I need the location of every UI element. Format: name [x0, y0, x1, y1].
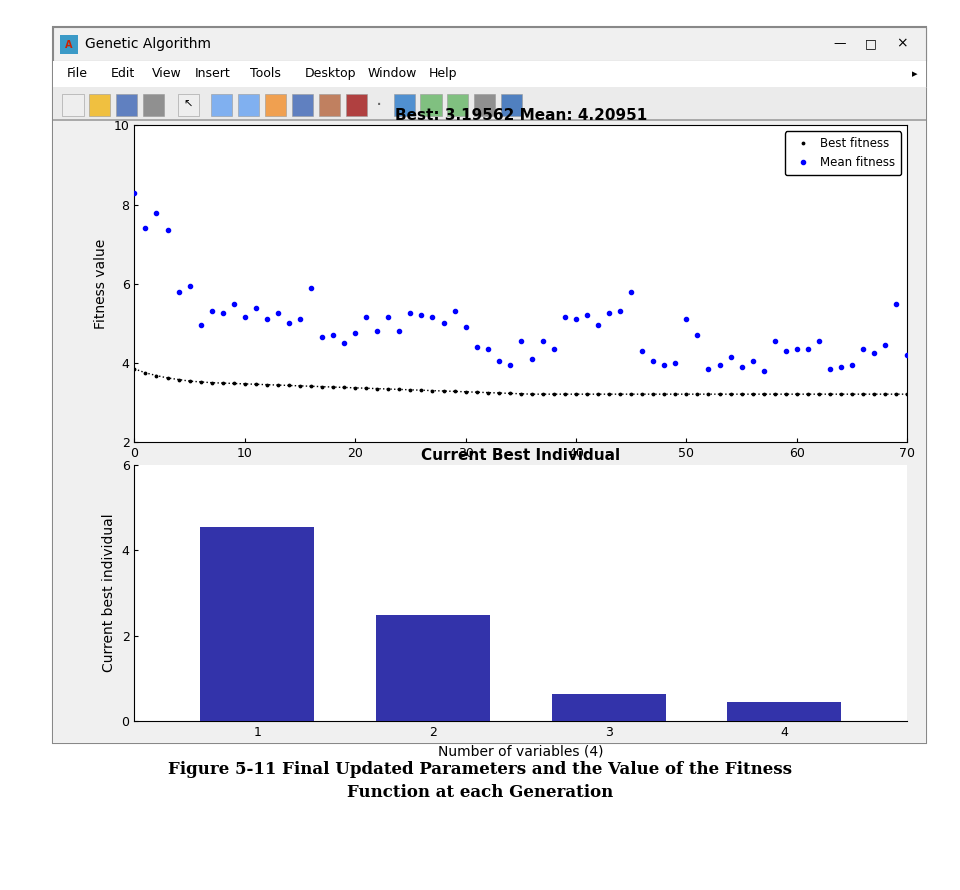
Mean fitness: [758, 366, 770, 376]
Bar: [238, 94, 259, 116]
Bar: [53, 87, 926, 121]
Bar: [116, 94, 137, 116]
Best fitness: [151, 370, 162, 381]
Best fitness: [526, 389, 538, 400]
Text: Help: Help: [429, 68, 458, 80]
Bar: [178, 94, 199, 116]
Text: A: A: [65, 39, 73, 50]
Bar: [53, 121, 926, 743]
Text: Function at each Generation: Function at each Generation: [347, 783, 613, 801]
Bar: [89, 94, 110, 116]
Mean fitness: [151, 207, 162, 218]
Bar: [53, 27, 926, 61]
Mean fitness: [592, 320, 604, 331]
Best fitness: [725, 389, 736, 400]
Bar: [143, 94, 164, 116]
Mean fitness: [901, 350, 913, 360]
Y-axis label: Fitness value: Fitness value: [94, 239, 108, 329]
Bar: [376, 615, 490, 721]
Mean fitness: [504, 360, 516, 370]
Text: —: —: [833, 37, 847, 50]
Text: Desktop: Desktop: [304, 68, 356, 80]
Bar: [211, 94, 232, 116]
Best fitness: [901, 389, 913, 400]
Y-axis label: Current best individual: Current best individual: [102, 514, 116, 672]
Best fitness: [504, 388, 516, 399]
Best fitness: [868, 389, 879, 400]
Bar: [552, 694, 665, 721]
Legend: Best fitness, Mean fitness: Best fitness, Mean fitness: [785, 132, 901, 175]
Mean fitness: [129, 188, 140, 198]
Best fitness: [349, 383, 361, 393]
Bar: [53, 119, 926, 121]
Bar: [292, 94, 313, 116]
Text: View: View: [152, 68, 181, 80]
Text: ↖: ↖: [183, 100, 193, 110]
Bar: [346, 94, 367, 116]
Text: Genetic Algorithm: Genetic Algorithm: [85, 36, 211, 51]
Bar: [53, 61, 926, 87]
Best fitness: [129, 363, 140, 374]
Bar: [420, 94, 442, 116]
Text: Figure 5-11 Final Updated Parameters and the Value of the Fitness: Figure 5-11 Final Updated Parameters and…: [168, 761, 792, 779]
Text: ×: ×: [897, 36, 908, 51]
Bar: [201, 527, 315, 721]
Bar: [447, 94, 468, 116]
Mean fitness: [349, 328, 361, 338]
Mean fitness: [713, 360, 726, 370]
Bar: [60, 35, 78, 54]
Title: Best: 3.19562 Mean: 4.20951: Best: 3.19562 Mean: 4.20951: [395, 108, 647, 123]
Bar: [265, 94, 286, 116]
Text: Tools: Tools: [250, 68, 280, 80]
Bar: [501, 94, 522, 116]
Text: Window: Window: [368, 68, 417, 80]
Bar: [474, 94, 495, 116]
Bar: [394, 94, 415, 116]
Bar: [319, 94, 340, 116]
Text: □: □: [865, 37, 876, 50]
Line: Mean fitness: Mean fitness: [131, 189, 911, 375]
Text: ▸: ▸: [912, 69, 918, 79]
Bar: [53, 27, 926, 743]
Text: File: File: [67, 68, 88, 80]
Bar: [727, 701, 841, 721]
Best fitness: [603, 389, 614, 400]
Text: Insert: Insert: [195, 68, 230, 80]
X-axis label: Generation: Generation: [482, 465, 560, 480]
X-axis label: Number of variables (4): Number of variables (4): [438, 744, 604, 758]
Mean fitness: [868, 348, 879, 359]
Bar: [62, 94, 84, 116]
Line: Best fitness: Best fitness: [132, 367, 910, 397]
Title: Current Best Individual: Current Best Individual: [421, 448, 620, 463]
Text: Edit: Edit: [110, 68, 134, 80]
Text: ·: ·: [376, 95, 382, 115]
